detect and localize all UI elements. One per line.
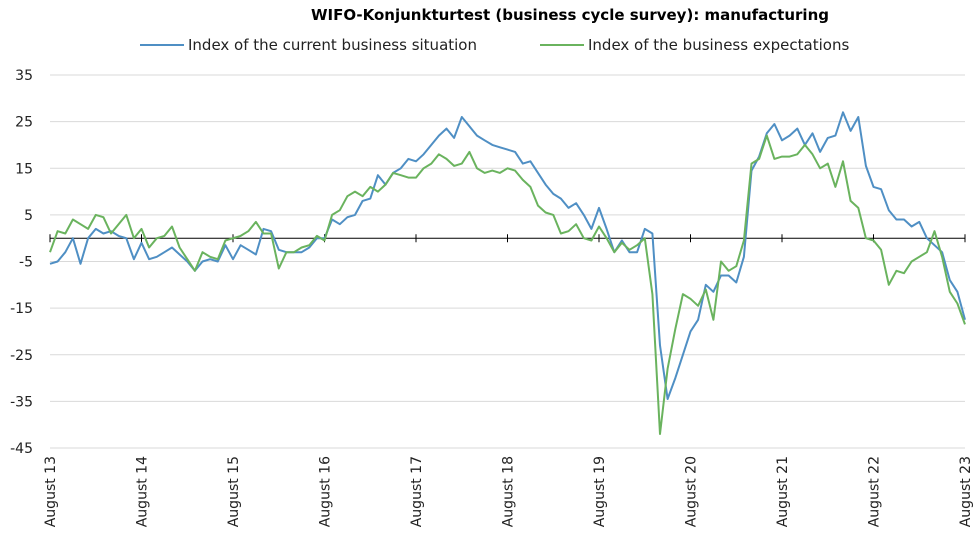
legend-item-expectations: Index of the business expectations [540, 36, 849, 54]
legend-label-current-situation: Index of the current business situation [188, 36, 477, 54]
y-tick-label: -5 [19, 255, 33, 271]
legend-label-expectations: Index of the business expectations [588, 36, 850, 54]
series-lines [49, 111, 966, 435]
series-line-expectations [49, 134, 966, 435]
y-tick-label: -45 [10, 441, 33, 457]
legend-swatch-current-situation [140, 44, 184, 46]
legend-swatch-expectations [540, 44, 584, 46]
y-tick-label: 15 [15, 161, 33, 177]
x-tick-label: August 20 [684, 456, 700, 527]
legend: Index of the current business situation … [140, 36, 900, 58]
x-tick-label: August 22 [867, 456, 883, 527]
series-line-current-situation [49, 111, 966, 400]
y-tick-label: 5 [24, 208, 33, 224]
y-axis-labels: 35 25 15 5 -5 -15 -25 -35 -45 [10, 68, 33, 457]
legend-item-current-situation: Index of the current business situation [140, 36, 477, 54]
y-tick-label: -35 [10, 394, 33, 410]
x-axis-labels: August 13 August 14 August 15 August 16 Augu… [43, 456, 974, 527]
x-tick-label: August 19 [592, 456, 608, 527]
x-tick-label: August 18 [501, 456, 517, 527]
x-tick-label: August 16 [318, 456, 334, 527]
x-tick-label: August 21 [775, 456, 791, 527]
x-tick-label: August 23 [958, 456, 974, 527]
x-tick-label: August 13 [43, 456, 59, 527]
chart-title: WIFO-Konjunkturtest (business cycle surv… [311, 6, 829, 24]
y-tick-label: -15 [10, 301, 33, 317]
x-tick-label: August 14 [135, 456, 151, 527]
y-tick-label: 35 [15, 68, 33, 84]
y-tick-label: 25 [15, 115, 33, 131]
x-tick-label: August 15 [226, 456, 242, 527]
x-axis [49, 234, 966, 243]
x-tick-label: August 17 [409, 456, 425, 527]
y-tick-label: -25 [10, 348, 33, 364]
